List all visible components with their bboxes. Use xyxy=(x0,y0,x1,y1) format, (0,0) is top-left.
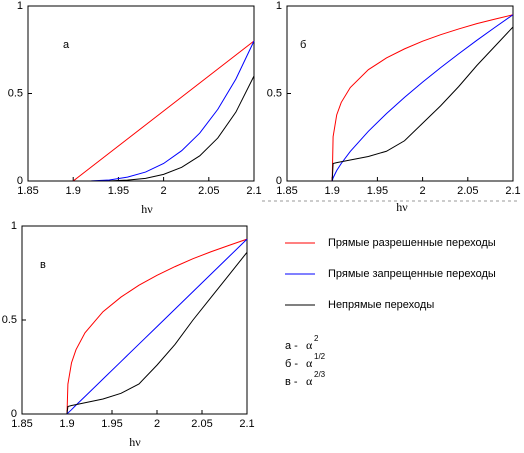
data-line xyxy=(72,40,255,182)
x-tick-label: 1.95 xyxy=(108,185,129,197)
data-line xyxy=(66,238,248,415)
note-label: в - xyxy=(285,376,298,388)
x-tick-label: 2.05 xyxy=(198,185,219,197)
data-line xyxy=(331,26,514,182)
y-tick-label: 0 xyxy=(11,408,17,420)
y-tick-label: 1 xyxy=(276,0,282,12)
y-tick-label: 0.5 xyxy=(267,87,282,99)
y-tick-label: 1 xyxy=(17,0,23,12)
note-label: б - xyxy=(285,358,298,370)
y-tick-label: 0 xyxy=(276,175,282,187)
note-symbol: α xyxy=(306,338,313,352)
note-symbol: α xyxy=(306,374,313,388)
x-tick-label: 2.1 xyxy=(246,185,261,197)
x-tick-label: 1.9 xyxy=(59,418,74,430)
x-tick-label: 2.1 xyxy=(239,418,254,430)
x-axis-label: hν xyxy=(129,435,141,449)
legend-label: Прямые разрешенные переходы xyxy=(328,237,496,249)
note-power: 1/2 xyxy=(314,352,326,361)
note-label: а - xyxy=(285,340,298,352)
legend-label: Непрямые переходы xyxy=(328,299,434,311)
x-tick-label: 2 xyxy=(161,185,167,197)
x-tick-label: 2.1 xyxy=(505,185,520,197)
x-axis-label: hν xyxy=(396,200,408,214)
y-tick-label: 1 xyxy=(11,220,17,232)
plot-frame xyxy=(286,5,514,182)
x-tick-label: 1.85 xyxy=(276,185,297,197)
note-symbol: α xyxy=(306,356,313,370)
x-tick-label: 1.9 xyxy=(325,185,340,197)
x-tick-label: 1.95 xyxy=(101,418,122,430)
x-tick-label: 2 xyxy=(154,418,160,430)
data-line xyxy=(66,252,248,415)
x-tick-label: 2.05 xyxy=(191,418,212,430)
x-tick-label: 1.95 xyxy=(367,185,388,197)
y-tick-label: 0.5 xyxy=(8,87,23,99)
x-tick-label: 2.05 xyxy=(457,185,478,197)
data-line xyxy=(66,238,248,415)
note-power: 2/3 xyxy=(314,370,326,379)
y-tick-label: 0.5 xyxy=(2,314,17,326)
panel-label: а xyxy=(63,39,70,51)
panel-label: б xyxy=(300,39,306,51)
x-tick-label: 1.85 xyxy=(11,418,32,430)
data-line xyxy=(331,14,514,182)
x-tick-label: 1.9 xyxy=(66,185,81,197)
panel-label: в xyxy=(40,259,46,271)
x-tick-label: 1.85 xyxy=(17,185,38,197)
note-power: 2 xyxy=(314,334,319,343)
legend-label: Прямые запрещенные переходы xyxy=(328,268,496,280)
data-line xyxy=(73,75,255,182)
plot-frame xyxy=(27,5,255,182)
x-axis-label: hν xyxy=(141,202,153,216)
x-tick-label: 2 xyxy=(420,185,426,197)
data-line xyxy=(331,14,514,182)
y-tick-label: 0 xyxy=(17,175,23,187)
